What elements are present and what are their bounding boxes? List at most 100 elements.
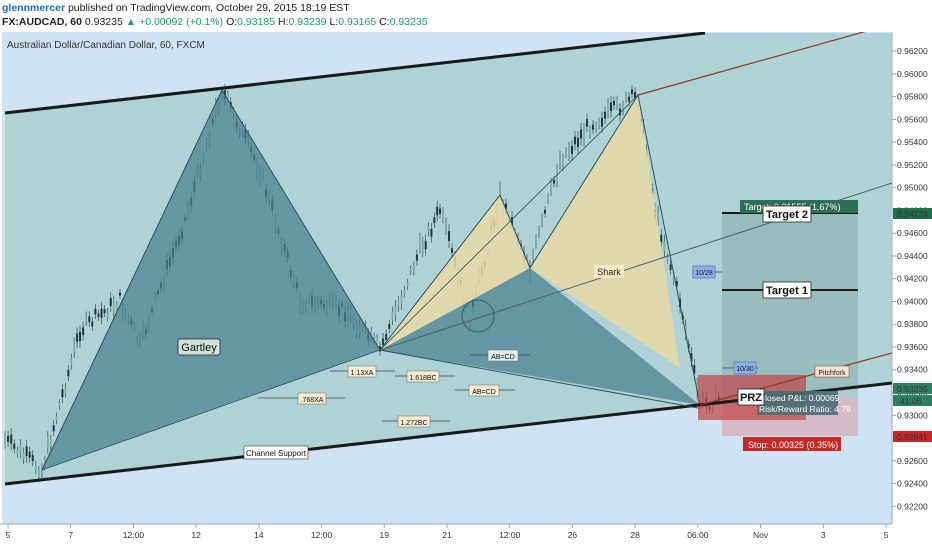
target2-label-box	[762, 205, 812, 223]
candle-body	[430, 228, 433, 237]
candle-body	[672, 275, 675, 281]
candle-body	[103, 309, 106, 314]
candle-body	[424, 240, 427, 250]
candle-body	[37, 471, 40, 478]
candle-body	[642, 124, 645, 131]
time-tick-label: 28	[630, 530, 640, 540]
publish-text: published on TradingView.com, October 29…	[67, 2, 350, 14]
close-label: C:	[379, 16, 390, 28]
candle-body	[25, 446, 28, 456]
chart-title: Australian Dollar/Canadian Dollar, 60, F…	[7, 40, 205, 51]
candle-body	[13, 443, 16, 449]
ratio-abcd-2: AB=CD	[491, 354, 515, 361]
candle-body	[88, 316, 91, 322]
pattern-point-circle	[461, 299, 495, 333]
candle-body	[559, 156, 561, 164]
candle-body	[445, 222, 447, 230]
shark-label-box	[594, 265, 624, 278]
candle-body	[693, 365, 696, 374]
candle-body	[580, 129, 582, 139]
publish-info: glennmercer published on TradingView.com…	[0, 2, 932, 15]
target2-label: Target 2	[766, 209, 808, 221]
candle-body	[41, 468, 43, 474]
open-label: O:	[226, 16, 238, 28]
candle-body	[379, 346, 381, 352]
price-tick-label: 0.94600	[897, 228, 928, 238]
price-tick-label: 0.93800	[897, 319, 928, 329]
candle-body	[442, 212, 444, 219]
time-tick-label: 5	[6, 530, 11, 540]
ratio-1.618bc: 1.618BC	[409, 375, 436, 382]
up-arrow-icon: ▲	[125, 16, 137, 28]
low-value: 0.93165	[338, 16, 377, 28]
ratio-box-abcd	[468, 384, 500, 397]
candle-body	[16, 450, 19, 454]
last-price: 0.93235	[84, 16, 123, 28]
candle-body	[622, 105, 624, 111]
ratio-box-abcd-2	[487, 349, 519, 362]
marker-10-28: 10/28	[695, 270, 713, 277]
candle-body	[666, 256, 669, 261]
candle-body	[85, 316, 88, 322]
upper-channel-line	[4, 32, 706, 115]
closed-pl-text: Closed P&L: 0.00069	[759, 393, 840, 403]
candle-body	[64, 387, 67, 393]
time-tick-label: 26	[568, 530, 578, 540]
ratio-1.272bc: 1.272BC	[400, 420, 427, 427]
candle-body	[412, 265, 415, 272]
candle-body	[625, 95, 627, 100]
candle-body	[577, 137, 579, 148]
candle-body	[604, 111, 606, 119]
candle-body	[373, 336, 376, 341]
price-tick-label: 0.94400	[897, 251, 928, 261]
symbol-label[interactable]: FX:AUDCAD, 60	[2, 16, 82, 28]
ratio-.768xa: .768XA	[301, 397, 324, 404]
candle-body	[538, 229, 540, 235]
price-chart[interactable]: Australian Dollar/Canadian Dollar, 60, F…	[0, 32, 932, 550]
ratio-box-1.13xa	[347, 365, 377, 378]
candle-body	[100, 308, 103, 318]
target2-price-badge	[893, 208, 932, 219]
candle-body	[91, 321, 94, 327]
candle-body	[19, 444, 22, 453]
candle-body	[67, 369, 70, 377]
xb-line	[41, 349, 381, 471]
trade-stats-box	[757, 391, 838, 415]
candle-body	[382, 338, 385, 346]
price-tick-label: 0.94200	[897, 274, 928, 284]
target1-label-box	[762, 281, 812, 299]
candle-body	[376, 338, 379, 344]
candle-body	[586, 119, 588, 127]
candle-body	[565, 151, 567, 155]
prz-label: PRZ	[740, 392, 762, 404]
risk-reward-text: Risk/Reward Ratio: 4.79	[759, 404, 851, 414]
price-tick-label: 0.95000	[897, 183, 928, 193]
time-tick-label: 14	[254, 530, 264, 540]
candle-body	[406, 282, 409, 287]
candle-body	[690, 353, 693, 362]
ratio-box-.768xa	[297, 392, 327, 405]
candle-body	[70, 358, 73, 365]
candle-body	[568, 147, 570, 156]
candle-body	[550, 183, 552, 191]
price-tick-label: 0.93000	[897, 410, 928, 420]
pitchfork-label-box	[814, 365, 850, 378]
candle-body	[571, 146, 573, 155]
price-tick-label: 0.95200	[897, 160, 928, 170]
gartley-label: Gartley	[181, 342, 217, 354]
author-link[interactable]: glennmercer	[2, 2, 66, 14]
marker-10-30-box	[733, 361, 757, 375]
pitchfork-lower-tine	[699, 352, 892, 406]
gartley-pattern-left	[42, 90, 380, 470]
candle-body	[34, 464, 37, 470]
candle-body	[448, 231, 450, 241]
candle-body	[592, 124, 594, 130]
marker-10-30: 10/30	[736, 366, 754, 373]
price-tick-label: 0.95600	[897, 114, 928, 124]
shark-pattern-left	[380, 195, 530, 350]
time-tick-label: 12:00	[499, 530, 521, 540]
candle-body	[657, 211, 660, 220]
candle-body	[436, 206, 439, 216]
candle-body	[112, 302, 115, 312]
high-value: 0.93239	[288, 16, 327, 28]
